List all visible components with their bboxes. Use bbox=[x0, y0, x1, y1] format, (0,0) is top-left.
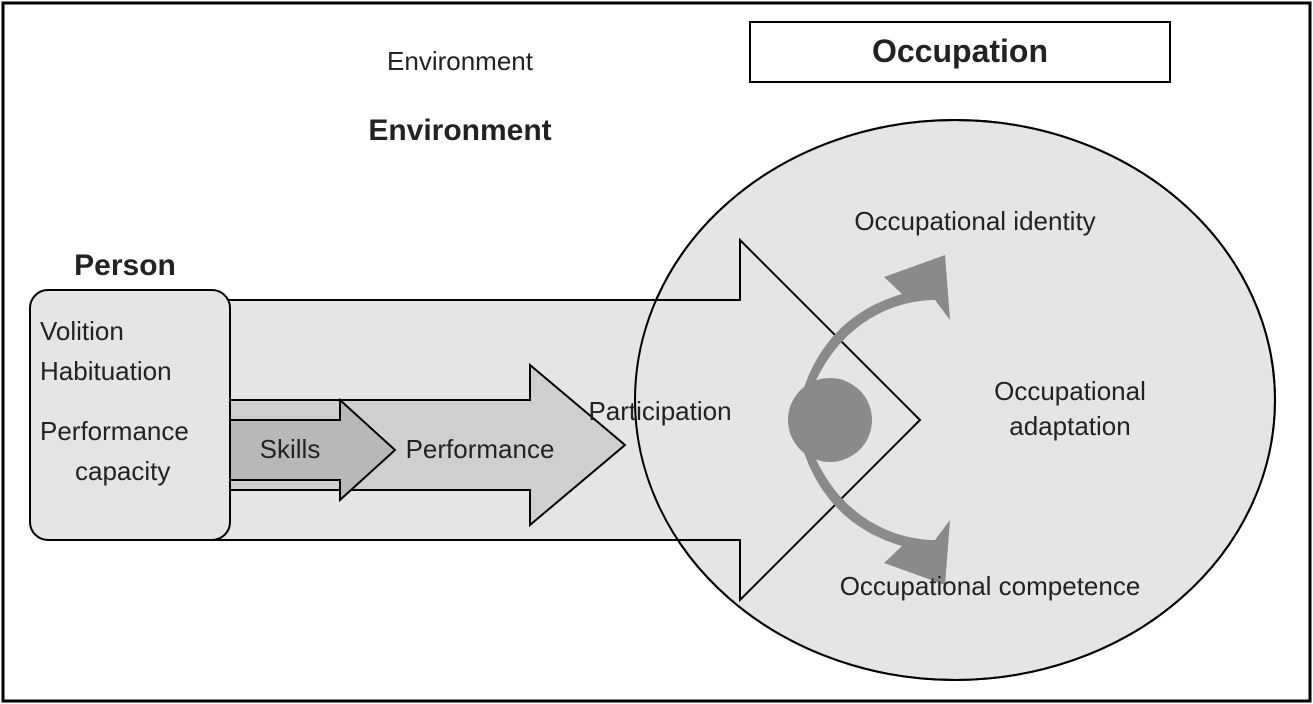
person-header: Person bbox=[74, 249, 176, 282]
occupation-header: Occupation bbox=[872, 33, 1048, 69]
volition-label: Volition bbox=[40, 316, 124, 346]
performance-capacity-label-2: capacity bbox=[75, 456, 170, 486]
environment-label-bold: Environment bbox=[368, 114, 551, 147]
occupational-adaptation-label-2: adaptation bbox=[1009, 411, 1130, 441]
performance-capacity-label-1: Performance bbox=[40, 416, 189, 446]
occupational-competence-label: Occupational competence bbox=[840, 571, 1141, 601]
habituation-label: Habituation bbox=[40, 356, 172, 386]
performance-label: Performance bbox=[406, 434, 555, 464]
participation-label: Participation bbox=[588, 396, 731, 426]
diagram-frame: Environment Environment Person Volition Habi… bbox=[0, 0, 1313, 704]
environment-label-top: Environment bbox=[387, 46, 534, 76]
occupational-identity-label: Occupational identity bbox=[854, 206, 1095, 236]
diagram-svg: Environment Environment Person Volition Habi… bbox=[0, 0, 1313, 704]
occupational-adaptation-label-1: Occupational bbox=[994, 376, 1146, 406]
skills-label: Skills bbox=[260, 434, 321, 464]
adaptation-hub bbox=[788, 378, 872, 462]
